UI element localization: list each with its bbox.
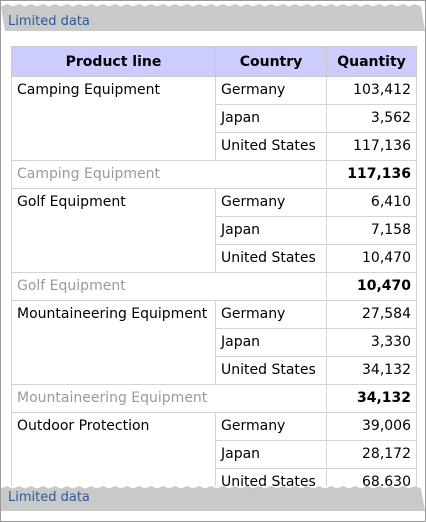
column-header: Product line	[11, 46, 216, 77]
bottom-bar-shape	[1, 486, 425, 511]
data-row: Japan 3,562	[12, 104, 417, 133]
data-row: Mountaineering Equipment Germany 27,584	[11, 300, 417, 385]
quantity-cell: 39,006	[326, 412, 417, 441]
summary-row: Golf Equipment 10,470	[11, 272, 417, 301]
column-header: Country	[215, 46, 327, 77]
quantity-cell: 103,412	[326, 76, 417, 105]
quantity-cell: 28,172	[326, 440, 417, 469]
quantity-cell: 3,330	[326, 328, 417, 357]
data-row: United States 68,630	[12, 468, 417, 486]
quantity-cell: 68,630	[326, 468, 417, 486]
bottom-bar-label: Limited data	[8, 490, 90, 505]
column-header: Quantity	[326, 46, 417, 77]
top-bar-shape	[1, 4, 425, 31]
country-cell: United States	[215, 132, 327, 161]
report-body: Product line Country Quantity Camping Equip…	[1, 35, 425, 486]
summary-label: Camping Equipment	[11, 160, 327, 189]
data-row: United States 10,470	[12, 244, 417, 273]
data-table: Product line Country Quantity Camping Equip…	[11, 46, 417, 486]
summary-label: Golf Equipment	[11, 272, 327, 301]
top-bar: Limited data	[1, 1, 425, 35]
country-cell: Germany	[215, 300, 327, 329]
product-cell: Outdoor Protection	[11, 412, 216, 486]
country-cell: Germany	[215, 412, 327, 441]
country-cell: United States	[215, 244, 327, 273]
country-cell: United States	[215, 468, 327, 486]
country-cell: Germany	[215, 188, 327, 217]
quantity-cell: 34,132	[326, 356, 417, 385]
summary-value: 10,470	[326, 272, 417, 301]
quantity-cell: 10,470	[326, 244, 417, 273]
country-cell: United States	[215, 356, 327, 385]
data-row: Outdoor Protection Germany 39,006	[11, 412, 417, 486]
quantity-cell: 7,158	[326, 216, 417, 245]
product-cell: Camping Equipment	[11, 76, 216, 161]
data-row: United States 117,136	[12, 132, 417, 161]
data-row: United States 34,132	[12, 356, 417, 385]
data-row: Japan 7,158	[12, 216, 417, 245]
country-cell: Japan	[215, 104, 327, 133]
summary-label: Mountaineering Equipment	[11, 384, 327, 413]
country-cell: Japan	[215, 440, 327, 469]
country-cell: Germany	[215, 76, 327, 105]
summary-row: Camping Equipment 117,136	[11, 160, 417, 189]
quantity-cell: 27,584	[326, 300, 417, 329]
top-bar-label: Limited data	[8, 14, 90, 29]
summary-value: 117,136	[326, 160, 417, 189]
data-row: Golf Equipment Germany 6,410	[11, 188, 417, 273]
summary-value: 34,132	[326, 384, 417, 413]
product-cell: Mountaineering Equipment	[11, 300, 216, 385]
quantity-cell: 6,410	[326, 188, 417, 217]
country-cell: Japan	[215, 328, 327, 357]
quantity-cell: 3,562	[326, 104, 417, 133]
bottom-bar: Limited data	[1, 485, 425, 511]
country-cell: Japan	[215, 216, 327, 245]
summary-row: Mountaineering Equipment 34,132	[11, 384, 417, 413]
product-cell: Golf Equipment	[11, 188, 216, 273]
data-row: Camping Equipment Germany 103,412	[11, 76, 417, 161]
quantity-cell: 117,136	[326, 132, 417, 161]
